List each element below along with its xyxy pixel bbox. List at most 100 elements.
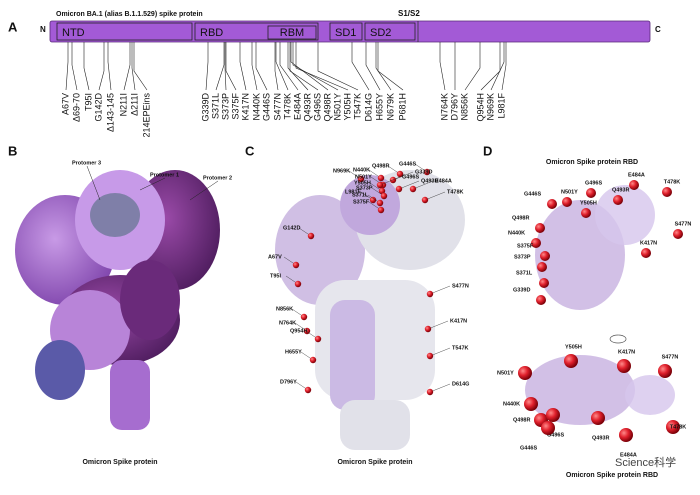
residue-sphere (426, 290, 434, 298)
residue-sphere (539, 278, 549, 288)
mutation-label: L981F (496, 93, 506, 119)
residue-sphere (314, 335, 322, 343)
mutation-label: D614G (363, 93, 373, 122)
leader-line (107, 42, 112, 91)
protomer-label: Protomer 2 (203, 175, 232, 181)
panel-label: A (8, 19, 18, 34)
residue-sphere (424, 325, 432, 333)
mutation-label: Δ143-145 (105, 93, 115, 132)
residue-sphere (378, 187, 386, 195)
residue-sphere (662, 187, 672, 197)
mutation-label: G446S (261, 93, 271, 121)
cryo-em-map (15, 170, 220, 430)
residue-sphere (562, 197, 572, 207)
mutation-label: S371L (352, 192, 369, 198)
mutation-label: K417N (450, 318, 467, 324)
pointer-line (427, 320, 449, 330)
ribbon-structure (275, 170, 465, 450)
mutation-label: Q493R (612, 187, 629, 193)
mutation-label: N501Y (332, 93, 342, 121)
mutation-label: N501Y (561, 189, 578, 195)
residue-sphere (292, 261, 300, 269)
mutation-label: G339D (200, 93, 210, 122)
mutation-label: N501Y (355, 174, 372, 180)
mutation-label: S375F (517, 243, 534, 249)
mutation-label: E484A (628, 172, 645, 178)
residue-sphere (423, 168, 431, 176)
pointer-line (412, 180, 434, 190)
panel-d: G446S N501Y G496S Q493R E484A T478K Y505H Q498R… (497, 172, 691, 458)
mutation-label: N764K (439, 93, 449, 121)
mutation-label: 214EPEins (141, 93, 151, 138)
mutation-label: G142D (283, 225, 300, 231)
residue-sphere (377, 206, 385, 214)
residue-sphere (396, 170, 404, 178)
residue-sphere (377, 174, 385, 182)
mutation-label: G142D (93, 93, 103, 122)
pointer-line (429, 285, 451, 295)
mutation-label: D796Y (280, 379, 297, 385)
residue-sphere (531, 238, 541, 248)
pointer-line (86, 165, 101, 201)
panel-a: NTD RBD RBM SD1 SD2 A67V Δ69-70 T95I G142D Δ143-1… (56, 22, 506, 138)
mutation-label: Y505H (354, 180, 371, 186)
mutation-label: S373P (514, 254, 531, 260)
panel-caption: Omicron Spike protein RBD (566, 472, 658, 479)
mutation-label: G496S (402, 174, 419, 180)
residue-sphere (586, 188, 596, 198)
residue-sphere (673, 229, 683, 239)
mutation-label: P681H (397, 93, 407, 121)
residue-sphere (540, 251, 550, 261)
mutation-label: S371L (516, 270, 533, 276)
residue-sphere (380, 192, 388, 200)
residue-sphere (376, 181, 384, 189)
residue-sphere (304, 386, 312, 394)
panel-label: B (8, 143, 17, 158)
mutation-label: G339D (513, 287, 530, 293)
leader-line (290, 42, 329, 91)
residue-sphere (535, 223, 545, 233)
leader-line (98, 42, 105, 91)
residue-sphere (426, 352, 434, 360)
leader-line (274, 42, 279, 91)
leader-line (225, 42, 237, 91)
mutation-label: S477N (272, 93, 282, 121)
residue-sphere (309, 356, 317, 364)
mutation-label: S373P (356, 185, 373, 191)
residue-sphere (294, 280, 302, 288)
leader-line (439, 42, 446, 91)
mutation-label: N856K (276, 306, 293, 312)
residue-sphere (536, 295, 546, 305)
leader-line (292, 42, 339, 91)
leader-line (239, 42, 247, 91)
residue-sphere (546, 408, 560, 422)
residue-sphere (541, 421, 555, 435)
residue-sphere (426, 388, 434, 396)
mutation-label: Q493R (421, 178, 438, 184)
mutation-label: N440K (251, 93, 261, 121)
leader-line (224, 42, 227, 91)
leader-line (287, 42, 309, 91)
residue-sphere (369, 196, 377, 204)
leader-line (205, 42, 209, 91)
residue-sphere (376, 199, 384, 207)
leader-line (289, 42, 319, 91)
leader-line (490, 42, 505, 91)
leader-line (377, 42, 404, 91)
panel-label: C (245, 143, 255, 158)
mutation-label: L981F (345, 189, 362, 195)
mutation-label: G496S (585, 180, 602, 186)
domain-box (364, 22, 416, 41)
residue-sphere (613, 195, 623, 205)
residue-sphere (547, 199, 557, 209)
pointer-line (379, 176, 401, 186)
mutation-label: E484A (292, 93, 302, 120)
mutation-label: Q954H (290, 328, 307, 334)
leader-line (317, 42, 359, 91)
mutation-label: T95I (83, 93, 93, 111)
protomer-label: Protomer 3 (72, 160, 101, 166)
mutation-label: T478K (447, 189, 464, 195)
residue-sphere (629, 180, 639, 190)
leader-line (133, 42, 148, 91)
mutation-label: S477N (452, 283, 469, 289)
